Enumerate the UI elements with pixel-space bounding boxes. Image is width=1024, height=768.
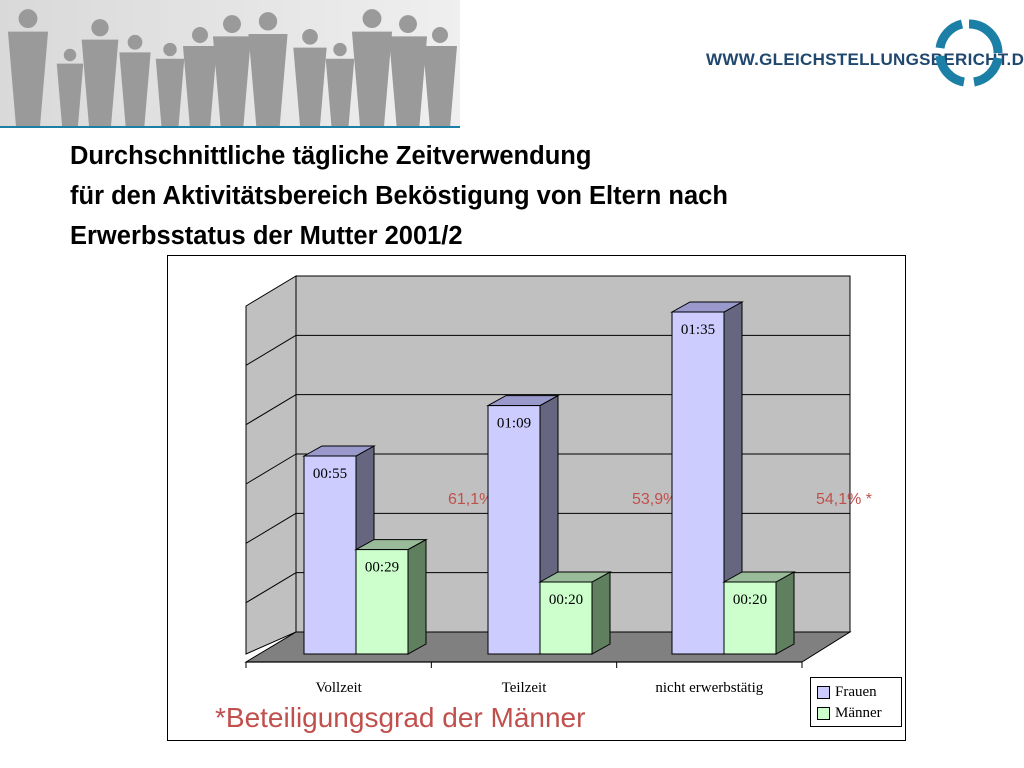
circular-arrows-logo-icon [935, 19, 1003, 87]
silhouette-body [183, 46, 217, 126]
chart-legend: Frauen Männer [810, 677, 902, 727]
silhouette-head [333, 42, 347, 57]
silhouette-body [212, 36, 252, 126]
title-line-2: für den Aktivitätsbereich Beköstigung vo… [70, 182, 728, 210]
bar-maenner-1: 00:20 [538, 571, 612, 655]
bar-maenner-1-label: 00:20 [549, 592, 583, 608]
bar-frauen-1-front [487, 405, 541, 655]
silhouette-head [63, 48, 77, 62]
legend-item-frauen: Frauen [817, 682, 877, 702]
bar-frauen-2-label: 01:35 [681, 322, 715, 338]
silhouette-body [325, 58, 355, 126]
x-tick-label-1: Teilzeit [502, 680, 548, 696]
legend-item-maenner: Männer [817, 703, 882, 723]
bar-frauen-2-front [671, 311, 725, 655]
page-title: Durchschnittliche tägliche Zeitverwendun… [70, 136, 728, 256]
gridline-side [245, 512, 297, 544]
gridline-side [245, 394, 297, 426]
gridline-side [245, 572, 297, 604]
bar-frauen-2: 01:35 [670, 301, 744, 655]
silhouette-body [119, 52, 151, 126]
silhouette-head [223, 15, 241, 34]
chart-side-wall [245, 275, 297, 655]
title-line-3: Erwerbsstatus der Mutter 2001/2 [70, 222, 463, 250]
bar-maenner-2-front [723, 581, 777, 655]
silhouette-head [432, 27, 448, 43]
bar-maenner-0-label: 00:29 [365, 560, 399, 576]
annotation-2: 54,1% * [816, 491, 872, 508]
bar-maenner-1-side [591, 571, 611, 655]
silhouette-head [302, 28, 318, 45]
bar-maenner-2: 00:20 [722, 571, 796, 655]
bar-frauen-0-label: 00:55 [313, 466, 347, 482]
silhouette-head [127, 34, 143, 50]
legend-swatch-maenner [817, 706, 830, 720]
bar-maenner-0-side [407, 538, 427, 655]
legend-label-maenner: Männer [835, 704, 882, 721]
x-tick-label-2: nicht erwerbstätig [655, 680, 763, 696]
silhouette-head [399, 15, 417, 34]
gridline-side [245, 453, 297, 485]
bar-maenner-0-front [355, 549, 409, 655]
silhouette-head [258, 12, 278, 31]
banner-divider [0, 126, 460, 128]
footnote: *Beteiligungsgrad der Männer [215, 702, 586, 733]
silhouette-body [56, 63, 84, 126]
silhouette-head [18, 9, 38, 29]
silhouette-head [163, 42, 177, 57]
silhouette-body [155, 58, 185, 126]
bar-frauen-0-front [303, 455, 357, 655]
family-silhouettes-banner [0, 0, 460, 127]
silhouette-head [362, 9, 382, 29]
silhouette-head [91, 19, 109, 37]
title-line-1: Durchschnittliche tägliche Zeitverwendun… [70, 142, 592, 170]
x-tick-label-0: Vollzeit [315, 680, 362, 696]
bar-maenner-0: 00:29 [354, 538, 428, 655]
silhouette-head [192, 27, 208, 43]
legend-swatch-frauen [817, 685, 830, 699]
silhouette-body [248, 34, 288, 126]
silhouette-body [293, 47, 327, 126]
silhouette-body [81, 39, 119, 126]
bar-maenner-2-label: 00:20 [733, 592, 767, 608]
legend-label-frauen: Frauen [835, 683, 877, 700]
bar-maenner-1-front [539, 581, 593, 655]
gridline-side [245, 334, 297, 366]
bar-frauen-1-label: 01:09 [497, 416, 531, 432]
silhouette-body [7, 31, 49, 127]
bar-maenner-2-side [775, 571, 795, 655]
silhouette-body [423, 46, 457, 126]
silhouette-body [388, 36, 428, 126]
silhouette-body [351, 31, 393, 127]
